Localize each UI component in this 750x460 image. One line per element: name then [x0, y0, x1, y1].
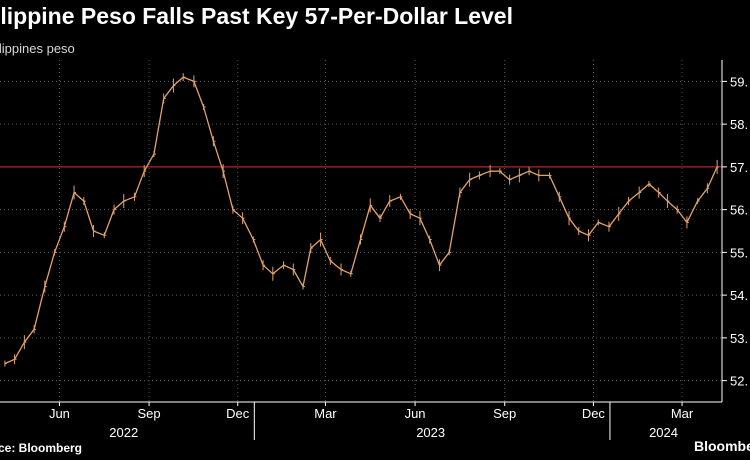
x-month-label: Mar: [314, 406, 337, 421]
x-year-label: 2023: [416, 425, 445, 440]
x-month-label: Dec: [582, 406, 606, 421]
x-month-label: Sep: [493, 406, 516, 421]
y-tick-label: 54.: [730, 288, 748, 303]
y-tick-label: 57.: [730, 160, 748, 175]
gridlines: [0, 60, 722, 402]
y-tick-label: 52.: [730, 374, 748, 389]
y-tick-label: 59.: [730, 74, 748, 89]
y-tick-label: 58.: [730, 117, 748, 132]
x-month-label: Jun: [405, 406, 426, 421]
chart-subtitle: ilippines peso: [0, 41, 75, 56]
series-peso: [4, 73, 720, 367]
x-month-label: Jun: [49, 406, 70, 421]
x-month-label: Mar: [671, 406, 694, 421]
x-month-label: Dec: [226, 406, 250, 421]
y-tick-label: 53.: [730, 331, 748, 346]
axes: 52. 53. 54. 55. 56. 57. 58. 59. Jun Sep Dec Mar Jun S…: [0, 60, 748, 440]
bloomberg-logo: Bloomberg: [694, 438, 750, 454]
x-month-label: Sep: [138, 406, 161, 421]
source-note: ce: Bloomberg: [0, 441, 83, 455]
series-line: [4, 76, 718, 365]
x-year-label: 2024: [649, 425, 678, 440]
chart-title: ilippine Peso Falls Past Key 57-Per-Doll…: [0, 3, 513, 29]
x-year-label: 2022: [109, 425, 138, 440]
y-tick-label: 55.: [730, 245, 748, 260]
y-tick-label: 56.: [730, 203, 748, 218]
